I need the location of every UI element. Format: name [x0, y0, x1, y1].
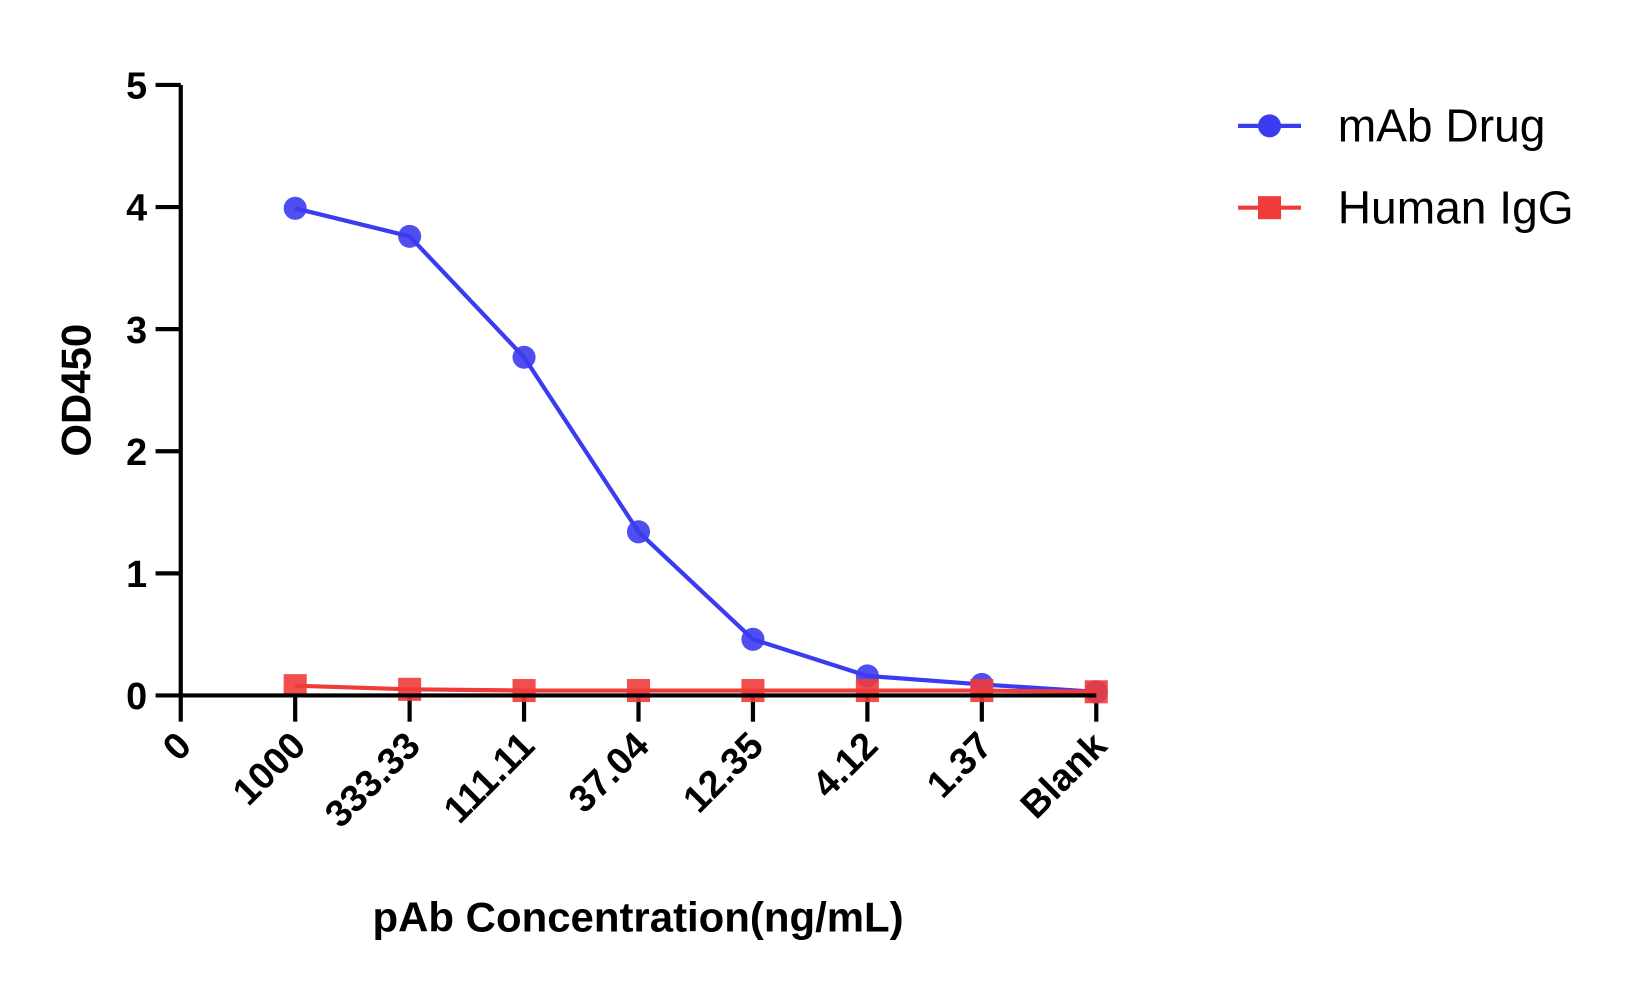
x-tick-label: 12.35: [675, 725, 771, 821]
legend-label: Human IgG: [1338, 181, 1574, 233]
x-tick-label: Blank: [1013, 724, 1116, 827]
x-tick-label: 1000: [225, 725, 314, 814]
x-tick-label: 4.12: [805, 725, 887, 807]
y-axis-title: OD450: [53, 324, 100, 457]
y-tick-label: 1: [126, 554, 147, 596]
legend-label: mAb Drug: [1338, 100, 1546, 152]
y-tick-label: 5: [126, 66, 147, 108]
y-tick-label: 4: [126, 188, 147, 230]
marker: [512, 679, 536, 703]
series-line: [295, 683, 1097, 694]
y-tick-label: 0: [126, 676, 147, 718]
marker: [283, 674, 307, 698]
marker: [970, 679, 994, 703]
series-line: [294, 206, 1097, 694]
y-tick-label: 2: [126, 432, 147, 474]
x-tick-label: 111.11: [436, 725, 543, 832]
x-tick-label: 333.33: [317, 725, 428, 836]
marker: [855, 679, 879, 703]
legend-marker: [1258, 196, 1282, 220]
x-tick-label: 37.04: [561, 725, 658, 822]
y-tick-label: 3: [126, 310, 147, 352]
marker: [741, 627, 765, 651]
x-tick-label: 1.37: [919, 725, 1001, 807]
marker: [512, 345, 536, 369]
marker: [283, 196, 307, 220]
marker: [741, 679, 765, 703]
x-tick-label: 0: [155, 725, 200, 770]
marker: [398, 224, 422, 248]
marker: [626, 679, 651, 703]
x-axis-title: pAb Concentration(ng/mL): [373, 893, 904, 940]
legend-marker: [1258, 114, 1282, 138]
marker: [626, 520, 651, 544]
marker: [1084, 680, 1108, 704]
